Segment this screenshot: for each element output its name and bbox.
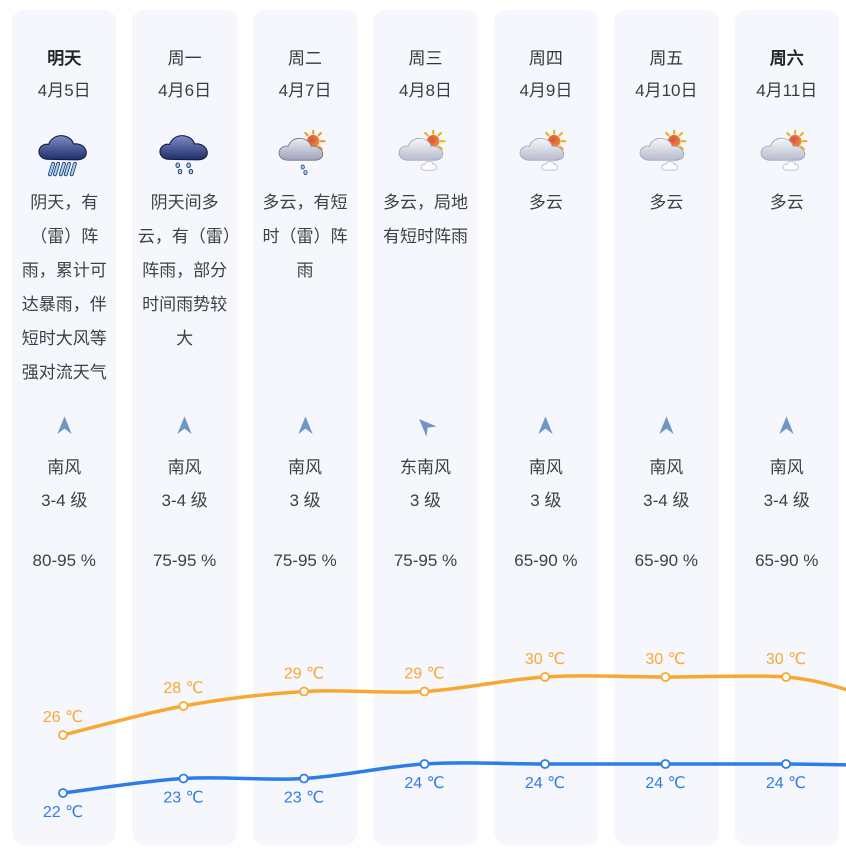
temp-label: 26 ℃ [43, 709, 83, 726]
wind-direction: 南风 [769, 458, 804, 477]
date-label: 4月9日 [519, 81, 573, 100]
temp-point [299, 773, 309, 784]
wind-direction-arrow-icon [494, 412, 598, 438]
date-label: 4月7日 [278, 81, 332, 100]
date-label: 4月8日 [399, 81, 452, 100]
wind-level: 3-4 级 [41, 491, 88, 510]
wind-direction-arrow-icon [735, 412, 839, 438]
sun-cloud-rain-icon [253, 126, 357, 180]
wind-level: 3 级 [409, 491, 442, 510]
day-column[interactable]: 周六 4月11日 多云 南风 3-4 级 65-90 % [734, 10, 839, 845]
wind-direction: 东南风 [399, 458, 451, 477]
wind-level: 3-4 级 [763, 491, 810, 510]
temp-label: 22 ℃ [43, 804, 83, 821]
temp-point [299, 686, 309, 697]
sun-cloud-icon [735, 126, 839, 180]
temp-label: 23 ℃ [163, 790, 203, 807]
sun-cloud-icon [494, 126, 598, 180]
temp-point [660, 672, 671, 682]
wind-direction: 南风 [528, 458, 563, 477]
wind-level: 3-4 级 [643, 491, 690, 510]
wind-direction: 南风 [47, 458, 82, 477]
heavy-rain-icon [12, 126, 116, 180]
temp-label: 24 ℃ [766, 775, 806, 792]
temp-point [58, 730, 68, 740]
humidity-range: 65-90 % [514, 551, 578, 570]
wind-direction-arrow-icon [373, 412, 477, 438]
day-label: 周五 [649, 49, 684, 68]
temp-label: 30 ℃ [645, 651, 685, 668]
temp-point [58, 788, 68, 798]
temp-label: 24 ℃ [404, 775, 444, 792]
sun-cloud-icon [373, 126, 477, 180]
sun-cloud-icon [614, 126, 718, 180]
day-column[interactable]: 周四 4月9日 多云 南风 3 级 65-90 % [493, 10, 599, 845]
day-label: 明天 [47, 49, 82, 68]
temp-label: 29 ℃ [284, 666, 324, 683]
temp-point [178, 773, 189, 784]
wind-direction-arrow-icon [12, 412, 116, 438]
wind-direction: 南风 [649, 458, 684, 477]
humidity-range: 65-90 % [755, 551, 819, 570]
date-label: 4月10日 [635, 81, 698, 100]
day-column[interactable]: 周三 4月8日 多云，局地有短时阵雨 东南风 3 级 75-95 % [373, 10, 478, 845]
weather-condition: 多云 [528, 193, 563, 212]
forecast-columns: 明天 4月5日 阴天，有（雷）阵雨，累计可达暴雨，伴短时大风等强对流天气 南风 … [12, 10, 839, 845]
weather-condition: 多云 [649, 193, 684, 212]
humidity-range: 75-95 % [273, 551, 337, 570]
wind-direction-arrow-icon [132, 412, 236, 438]
temp-point [419, 686, 430, 697]
weather-condition: 多云，局地有短时阵雨 [382, 193, 468, 246]
humidity-range: 65-90 % [634, 551, 698, 570]
temp-point [781, 759, 791, 769]
day-label: 周六 [769, 49, 804, 68]
temp-label: 30 ℃ [525, 651, 565, 668]
weather-condition: 多云 [769, 193, 804, 212]
temp-point [540, 759, 550, 769]
humidity-range: 75-95 % [393, 551, 458, 570]
temp-label: 28 ℃ [163, 680, 203, 697]
humidity-range: 80-95 % [32, 551, 96, 570]
date-label: 4月6日 [158, 81, 212, 100]
temp-point [781, 672, 791, 682]
wind-direction: 南风 [288, 458, 323, 477]
temp-label: 23 ℃ [284, 790, 324, 807]
day-column[interactable]: 周五 4月10日 多云 南风 3-4 级 65-90 % [614, 10, 719, 845]
date-label: 4月11日 [756, 81, 818, 100]
day-column[interactable]: 明天 4月5日 阴天，有（雷）阵雨，累计可达暴雨，伴短时大风等强对流天气 南风 … [12, 10, 117, 845]
weather-condition: 阴天间多云，有（雷）阵雨，部分时间雨势较大 [137, 193, 232, 348]
temp-point [178, 701, 189, 711]
temp-label: 30 ℃ [766, 651, 806, 668]
day-label: 周四 [528, 49, 563, 68]
day-label: 周一 [167, 49, 202, 68]
light-rain-icon [132, 126, 236, 180]
wind-level: 3 级 [289, 491, 321, 510]
wind-level: 3 级 [530, 491, 562, 510]
temp-label: 29 ℃ [404, 666, 444, 683]
temp-point [419, 759, 430, 769]
wind-level: 3-4 级 [161, 491, 208, 510]
temp-point [540, 672, 550, 682]
weather-condition: 多云，有短时（雷）阵雨 [262, 193, 348, 280]
weather-condition: 阴天，有（雷）阵雨，累计可达暴雨，伴短时大风等强对流天气 [21, 193, 107, 382]
temp-label: 24 ℃ [525, 775, 565, 792]
wind-direction-arrow-icon [614, 412, 718, 438]
day-column[interactable]: 周二 4月7日 多云，有短时（雷）阵雨 南风 3 级 75-95 % [252, 10, 358, 845]
temp-point [660, 759, 671, 769]
temperature-chart: 26 ℃ 28 ℃ 29 ℃ 29 ℃ 30 ℃ 30 ℃ 30 ℃ 22 ℃ 23 ℃ 23 ℃… [43, 651, 846, 821]
wind-direction: 南风 [167, 458, 202, 477]
wind-direction-arrow-icon [253, 412, 357, 438]
day-label: 周三 [408, 49, 443, 68]
temp-label: 24 ℃ [645, 775, 685, 792]
date-label: 4月5日 [37, 81, 91, 100]
humidity-range: 75-95 % [152, 551, 217, 570]
day-label: 周二 [288, 49, 323, 68]
